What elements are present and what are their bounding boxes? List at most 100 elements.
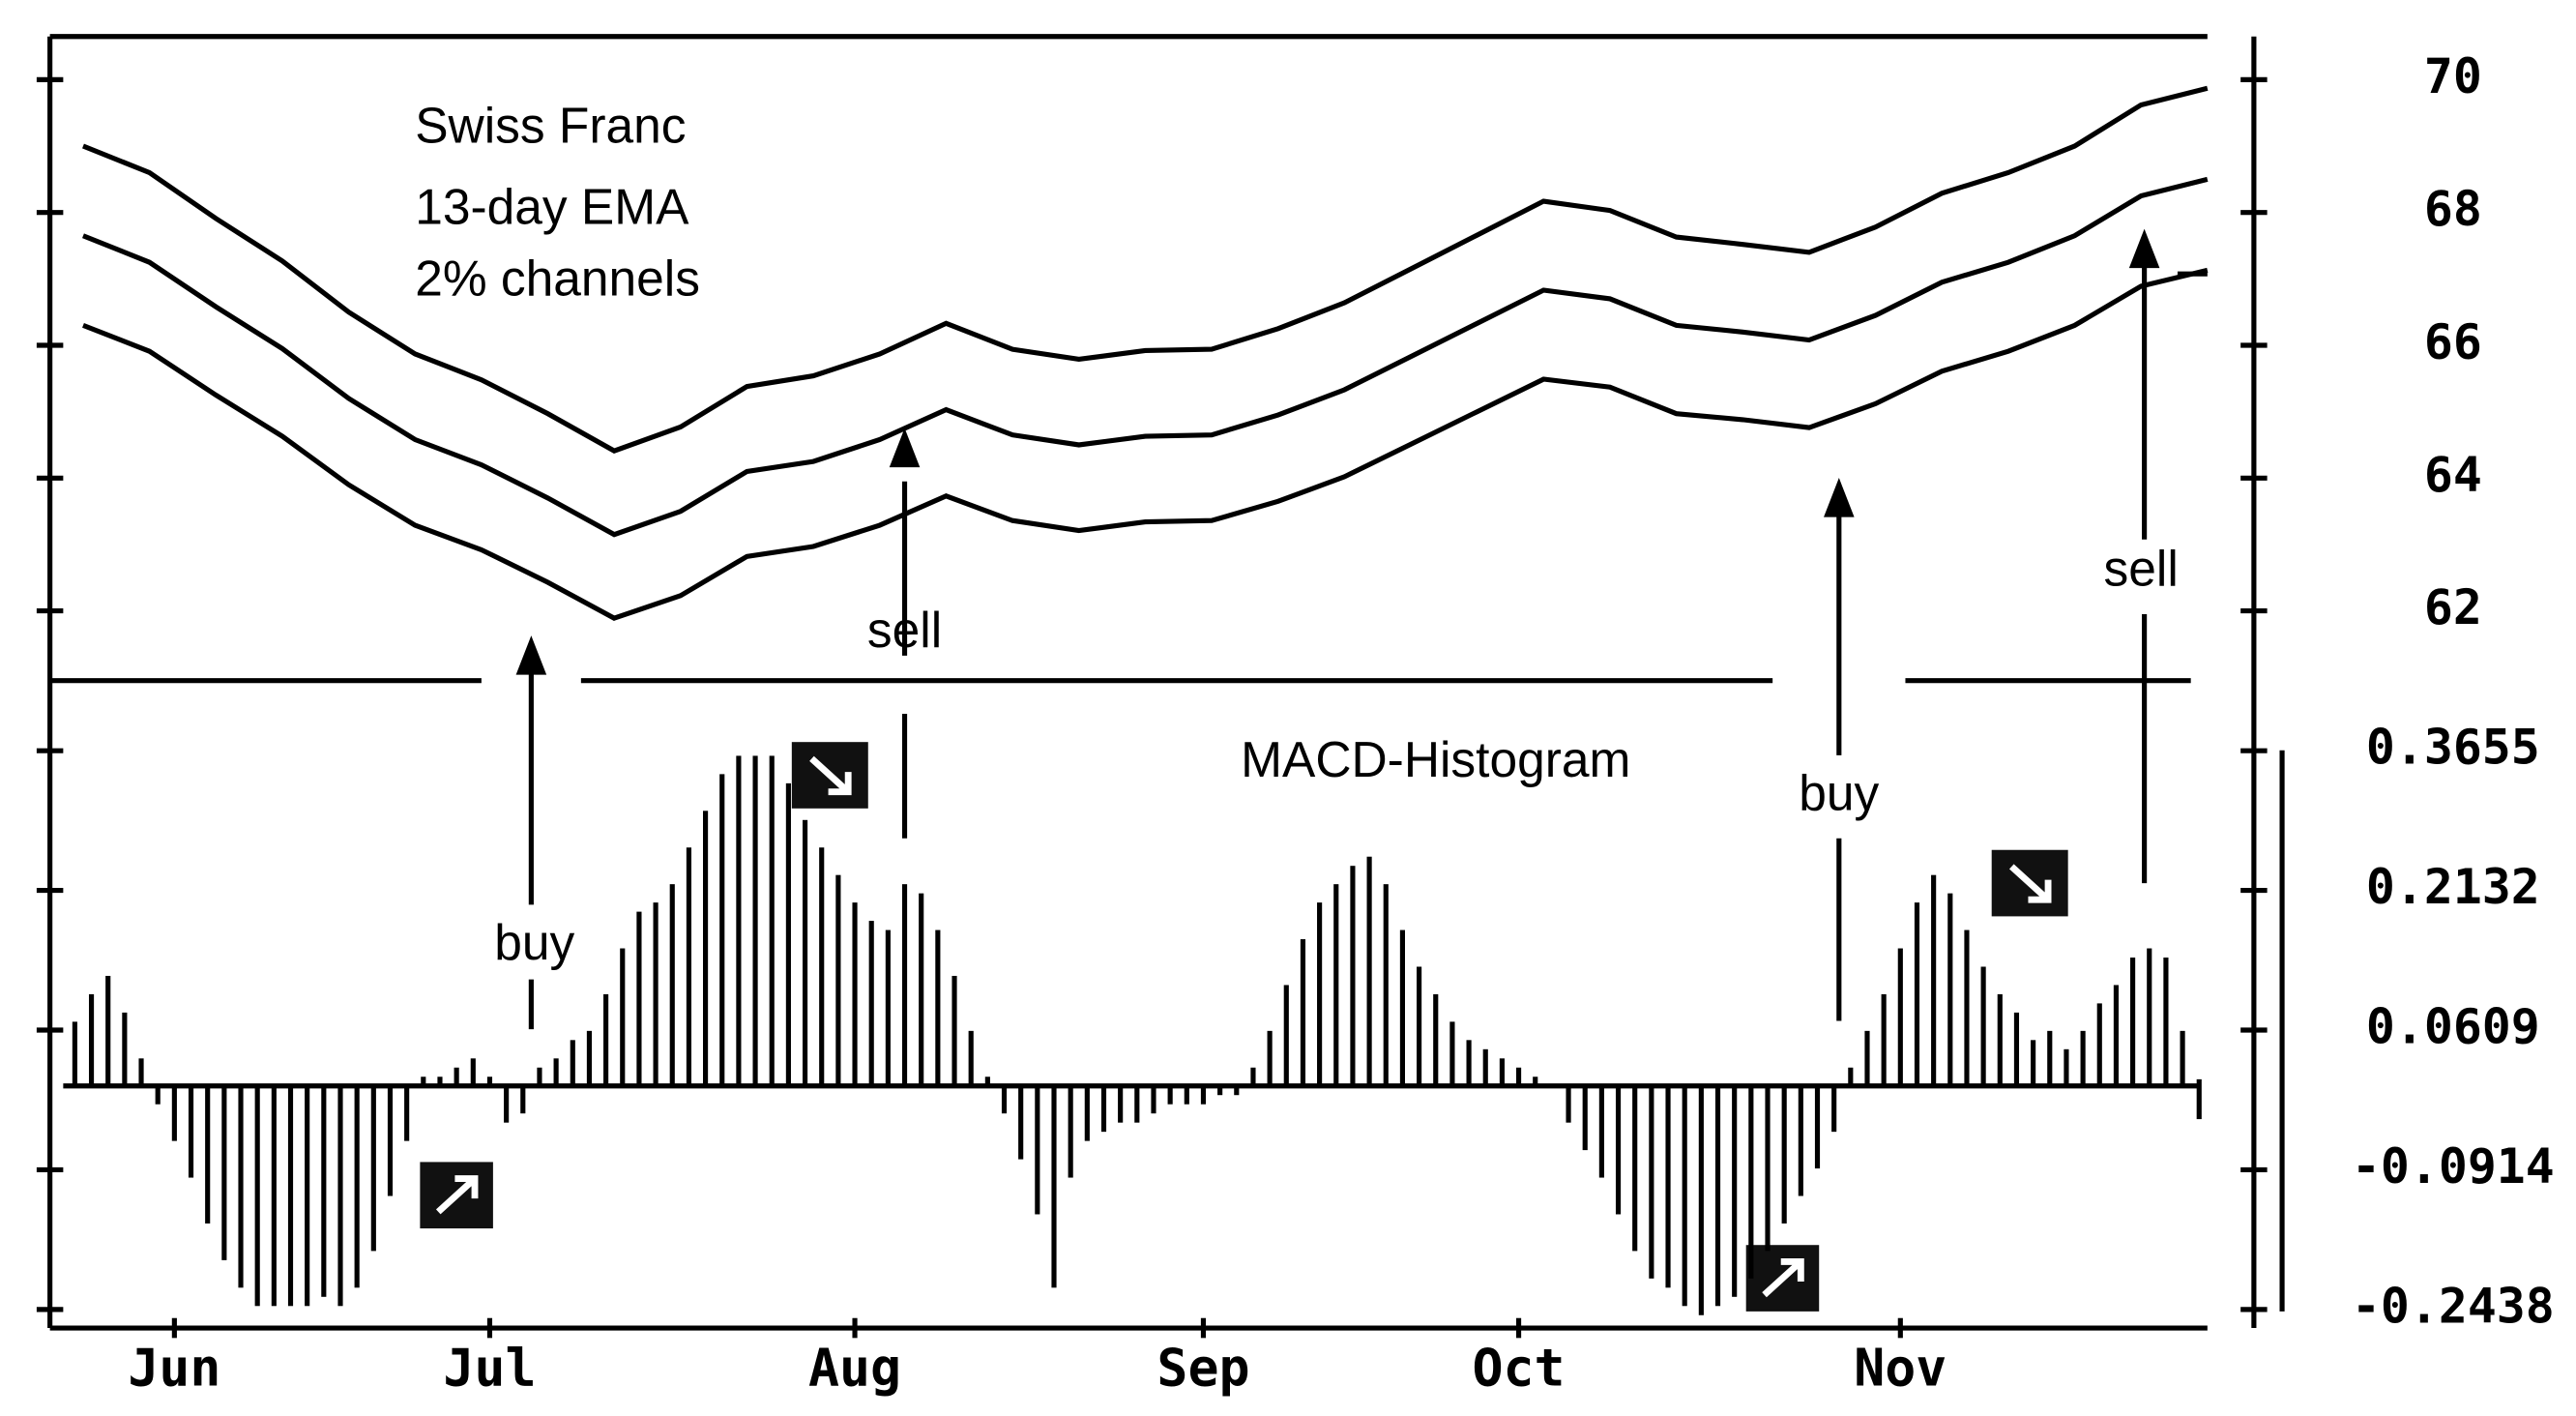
annotation: 2% channels bbox=[415, 250, 700, 306]
frame bbox=[47, 34, 2285, 1331]
histogram-bar bbox=[802, 819, 808, 1086]
histogram-bar bbox=[752, 755, 758, 1086]
histogram-bar bbox=[736, 755, 742, 1086]
histogram-bar bbox=[1084, 1085, 1090, 1141]
histogram-bar bbox=[1632, 1085, 1638, 1252]
histogram-bar bbox=[1864, 1030, 1870, 1086]
histogram-bar bbox=[1798, 1085, 1803, 1196]
histogram-bar bbox=[88, 993, 95, 1086]
x-tick-label: Sep bbox=[1156, 1338, 1249, 1398]
histogram-bar bbox=[868, 921, 874, 1086]
histogram-bar bbox=[1466, 1040, 1472, 1086]
histogram-bar bbox=[205, 1085, 211, 1224]
x-tick-label: Aug bbox=[808, 1338, 901, 1398]
histogram-bar bbox=[105, 975, 111, 1086]
channel-line bbox=[82, 85, 2209, 454]
down-icon-arrow bbox=[809, 755, 852, 796]
histogram-bar bbox=[1184, 1085, 1189, 1105]
histogram-bar bbox=[1914, 902, 1920, 1086]
histogram-bar bbox=[901, 884, 908, 1086]
histogram-bar bbox=[1682, 1085, 1687, 1307]
histogram-bar bbox=[1001, 1085, 1008, 1114]
arrow-head bbox=[515, 635, 547, 675]
histogram-bar bbox=[404, 1085, 410, 1141]
up-icon-arrow bbox=[435, 1175, 479, 1215]
histogram-bar bbox=[1765, 1085, 1771, 1252]
histogram-bar bbox=[1482, 1048, 1488, 1086]
x-tick-label: Oct bbox=[1473, 1338, 1566, 1398]
histogram-bar bbox=[1698, 1085, 1704, 1315]
histogram-bar bbox=[669, 884, 675, 1086]
histogram-bar bbox=[951, 975, 957, 1086]
channel-line bbox=[82, 267, 2209, 621]
histogram-bar bbox=[785, 782, 791, 1086]
annotation: Swiss Franc bbox=[415, 97, 686, 153]
histogram-bar bbox=[1200, 1085, 1207, 1105]
histogram-bar bbox=[586, 1030, 593, 1086]
histogram-bar bbox=[2130, 958, 2136, 1086]
histogram-bar bbox=[1250, 1067, 1256, 1086]
histogram-bar bbox=[1283, 985, 1289, 1086]
arrow-head bbox=[2128, 228, 2160, 269]
histogram-bar bbox=[1167, 1085, 1173, 1105]
histogram-bar bbox=[935, 929, 941, 1086]
signal-label: sell bbox=[867, 602, 942, 658]
panel-title: MACD-Histogram bbox=[1241, 731, 1630, 787]
histogram-bar bbox=[238, 1085, 244, 1288]
histogram-bar bbox=[486, 1077, 493, 1086]
histogram-bar bbox=[1598, 1085, 1604, 1178]
histogram-bar bbox=[1051, 1085, 1057, 1288]
histogram-bar bbox=[1582, 1085, 1588, 1151]
y-tick-label: 64 bbox=[2424, 447, 2482, 503]
histogram-bar bbox=[1300, 939, 1306, 1086]
histogram-bar bbox=[2180, 1030, 2185, 1086]
annotation: 13-day EMA bbox=[415, 179, 689, 235]
histogram-bar bbox=[620, 948, 626, 1086]
histogram-bar bbox=[171, 1085, 177, 1141]
y-tick-label: 0.0609 bbox=[2366, 999, 2540, 1055]
histogram-bar bbox=[1383, 884, 1389, 1086]
slope-icons bbox=[420, 742, 2068, 1312]
signal-label: sell bbox=[2104, 541, 2179, 597]
histogram-bar bbox=[1897, 948, 1903, 1086]
x-tick-label: Jul bbox=[443, 1338, 536, 1398]
histogram-bar bbox=[1566, 1085, 1571, 1123]
histogram-bar bbox=[287, 1085, 294, 1307]
up-icon-arrow bbox=[1762, 1257, 1804, 1298]
histogram-bar bbox=[305, 1085, 310, 1307]
histogram-bar bbox=[337, 1085, 343, 1307]
histogram-bar bbox=[354, 1085, 360, 1288]
y-tick-label: 68 bbox=[2424, 181, 2482, 237]
histogram-bar bbox=[155, 1085, 161, 1105]
signal-label: buy bbox=[494, 914, 574, 970]
histogram-bar bbox=[2096, 1003, 2102, 1086]
histogram-bar bbox=[387, 1085, 394, 1196]
histogram-bar bbox=[653, 902, 659, 1086]
histogram-bar bbox=[271, 1085, 277, 1307]
x-tick-label: Nov bbox=[1854, 1338, 1947, 1398]
y-tick-label: 62 bbox=[2424, 579, 2482, 635]
arrow-head bbox=[889, 428, 921, 468]
histogram-bar bbox=[1366, 856, 1372, 1086]
y-tick-label: 70 bbox=[2424, 48, 2482, 104]
histogram-bar bbox=[138, 1058, 144, 1086]
histogram-bar bbox=[1665, 1085, 1671, 1288]
histogram-bar bbox=[1151, 1085, 1156, 1114]
histogram-bar bbox=[1499, 1058, 1505, 1086]
histogram-bar bbox=[1018, 1085, 1024, 1160]
histogram-bar bbox=[1068, 1085, 1073, 1178]
y-tick-label: 0.2132 bbox=[2366, 859, 2540, 915]
histogram-bar bbox=[919, 893, 924, 1086]
histogram-bar bbox=[1881, 993, 1887, 1086]
histogram-bar bbox=[1533, 1077, 1538, 1086]
histogram-bar bbox=[570, 1040, 575, 1086]
histogram-bar bbox=[1433, 993, 1439, 1086]
channel-line bbox=[82, 176, 2209, 538]
histogram-bar bbox=[1399, 929, 1405, 1086]
histogram-bar bbox=[1947, 893, 1953, 1086]
histogram-bar bbox=[835, 874, 841, 1086]
histogram-bar bbox=[2147, 948, 2152, 1086]
histogram-bar bbox=[504, 1085, 510, 1123]
histogram-bar bbox=[2064, 1048, 2069, 1086]
